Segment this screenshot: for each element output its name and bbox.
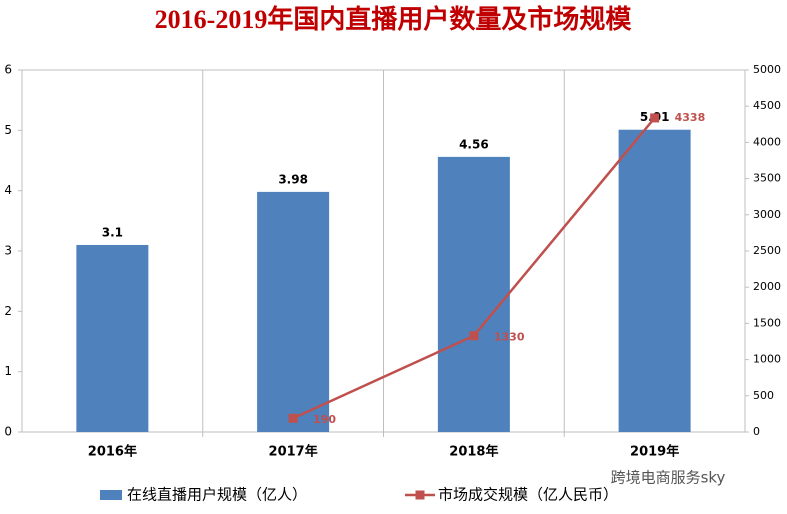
bar <box>76 244 149 432</box>
y2-tick-label: 3500 <box>753 172 781 185</box>
line-marker <box>650 113 660 123</box>
y2-tick-label: 3000 <box>753 208 781 221</box>
y2-tick-label: 4500 <box>753 99 781 112</box>
y2-tick-label: 2000 <box>753 280 781 293</box>
y2-tick-label: 2500 <box>753 244 781 257</box>
line-value-label: 1330 <box>494 331 525 344</box>
bar <box>618 129 691 433</box>
line-marker <box>469 331 479 341</box>
bar-value-label: 4.56 <box>459 137 489 151</box>
y2-tick-label: 5000 <box>753 63 781 76</box>
legend-label: 市场成交规模（亿人民币） <box>438 486 618 504</box>
x-tick-label: 2016年 <box>88 444 137 460</box>
bar-value-label: 3.98 <box>278 172 308 186</box>
x-tick-label: 2019年 <box>630 444 679 460</box>
legend-label: 在线直播用户规模（亿人） <box>127 486 307 504</box>
bar <box>437 156 510 432</box>
legend-swatch <box>100 490 122 500</box>
bar-value-label: 3.1 <box>102 225 123 239</box>
y-tick-label: 3 <box>4 244 12 258</box>
y2-tick-label: 1000 <box>753 353 781 366</box>
line-marker <box>288 413 298 423</box>
y-tick-label: 2 <box>4 304 12 318</box>
bar <box>257 191 330 432</box>
y2-tick-label: 1500 <box>753 316 781 329</box>
y-tick-label: 0 <box>4 425 12 439</box>
y2-tick-label: 0 <box>753 425 760 438</box>
y-tick-label: 6 <box>4 63 12 77</box>
legend-swatch-marker <box>415 490 425 500</box>
watermark: 跨境电商服务sky <box>611 469 726 487</box>
line-value-label: 4338 <box>675 111 706 124</box>
y-tick-label: 5 <box>4 123 12 137</box>
y-tick-label: 1 <box>4 364 12 378</box>
x-tick-label: 2017年 <box>269 444 318 460</box>
y2-tick-label: 4000 <box>753 135 781 148</box>
line-value-label: 190 <box>313 413 336 426</box>
x-tick-label: 2018年 <box>449 444 498 460</box>
chart-title: 2016-2019年国内直播用户数量及市场规模 <box>155 4 633 34</box>
y-tick-label: 4 <box>4 183 12 197</box>
y2-tick-label: 500 <box>753 389 774 402</box>
